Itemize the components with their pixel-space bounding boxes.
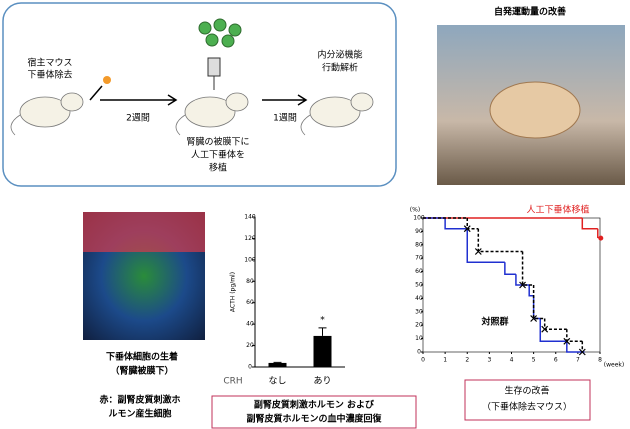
- error-bar: [273, 361, 282, 363]
- x-axis-label: (week): [604, 362, 624, 369]
- survival-step: [539, 318, 567, 343]
- x-tick-label: 4: [510, 357, 514, 364]
- step-label: 下垂体除去: [27, 69, 72, 81]
- y-tick-label: 20: [246, 342, 254, 349]
- caption: 下垂体細胞の生着: [106, 351, 178, 363]
- marker: [563, 337, 571, 345]
- x-tick-label: 1: [443, 357, 447, 364]
- marker: [463, 225, 471, 233]
- diagram-frame: [2, 2, 397, 187]
- arrow: [262, 94, 308, 106]
- marker: [519, 281, 526, 289]
- photo-title: 自発運動量の改善: [494, 6, 566, 18]
- caption: 副腎皮質刺激ホルモン および: [254, 399, 375, 411]
- x-tick-label: なし: [268, 376, 286, 387]
- y-tick-label: 140: [244, 214, 256, 221]
- step-label: 移植: [209, 162, 227, 174]
- pituitary-icon: [103, 76, 111, 84]
- survival-step: [466, 228, 505, 263]
- y-tick-label: 70: [415, 255, 423, 262]
- marker: [541, 325, 549, 333]
- arrow: [100, 94, 178, 106]
- step-label: 行動解析: [322, 62, 358, 74]
- y-tick-label: 100: [413, 215, 425, 222]
- y-tick-label: 40: [246, 321, 254, 328]
- step-label: 人工下垂体を: [191, 149, 245, 161]
- survival-step: [528, 285, 534, 297]
- y-tick-label: 80: [415, 241, 423, 248]
- x-tick-label: 6: [554, 357, 558, 364]
- caption-box: [464, 379, 591, 421]
- annotation: *: [320, 315, 325, 325]
- step-label: 腎臓の被膜下に: [186, 136, 249, 148]
- error-bar: [318, 327, 327, 336]
- y-tick-label: 10: [415, 335, 423, 342]
- interval-label: 1週間: [273, 113, 297, 124]
- x-tick-label: 8: [598, 357, 602, 364]
- plot-frame: [422, 217, 601, 353]
- micrograph-red: [83, 212, 205, 252]
- survival-step: [581, 218, 598, 230]
- x-tick-label: 2: [465, 357, 469, 364]
- x-tick-label: 0: [421, 357, 425, 364]
- x-tick-label: 5: [532, 357, 536, 364]
- y-tick-label: 50: [415, 282, 423, 289]
- photo-wheel: [489, 81, 581, 139]
- syringe: [207, 57, 221, 90]
- mice: [10, 92, 374, 136]
- y-tick-label: 0: [417, 349, 421, 356]
- y-tick-label: 20: [415, 322, 423, 329]
- y-axis-label: ACTH (pg/ml): [230, 272, 237, 312]
- arrow: [89, 85, 103, 101]
- interval-label: 2週間: [126, 113, 150, 124]
- y-tick-label: 0: [248, 364, 252, 371]
- marker: [598, 235, 604, 241]
- marker: [578, 348, 586, 356]
- legend-label: 人工下垂体移植: [526, 204, 589, 216]
- note: ルモン産生細胞: [108, 408, 171, 420]
- y-tick-label: 60: [415, 268, 423, 275]
- y-tick-label: 30: [415, 308, 423, 315]
- y-tick-label: 60: [246, 299, 254, 306]
- x-tick-label: 3: [487, 357, 491, 364]
- cell-dishes: [198, 18, 242, 48]
- y-tick-label: 40: [415, 295, 423, 302]
- y-tick-label: 90: [415, 228, 423, 235]
- survival-step: [566, 341, 585, 353]
- bar: [313, 335, 332, 367]
- caption: （腎臓被膜下）: [110, 365, 173, 377]
- step-label: 内分泌機能: [317, 49, 362, 61]
- bar: [268, 362, 287, 367]
- x-tick-label: 7: [576, 357, 580, 364]
- marker: [530, 315, 538, 322]
- caption: 生存の改善: [504, 385, 549, 397]
- step-label: 宿主マウス: [27, 57, 72, 69]
- caption: （下垂体除去マウス）: [482, 401, 572, 413]
- y-tick-label: 80: [246, 278, 254, 285]
- marker: [474, 248, 482, 255]
- survival-step: [532, 285, 545, 320]
- survival-step: [504, 262, 516, 276]
- survival-step: [532, 295, 541, 320]
- survival-step: [543, 318, 567, 330]
- survival-step: [444, 218, 468, 230]
- caption: 副腎皮質ホルモンの血中濃度回復: [246, 413, 382, 425]
- caption-box: [211, 395, 417, 429]
- y-axis-label: (%): [410, 207, 420, 214]
- survival-step: [521, 251, 534, 286]
- x-tick-label: あり: [313, 376, 331, 387]
- x-axis-label: CRH: [223, 377, 242, 387]
- y-tick-label: 100: [244, 256, 256, 263]
- note: 赤：副腎皮質刺激ホ: [99, 394, 180, 406]
- legend-label: 対照群: [480, 316, 508, 328]
- y-tick-label: 120: [244, 235, 256, 242]
- survival-step: [477, 228, 523, 253]
